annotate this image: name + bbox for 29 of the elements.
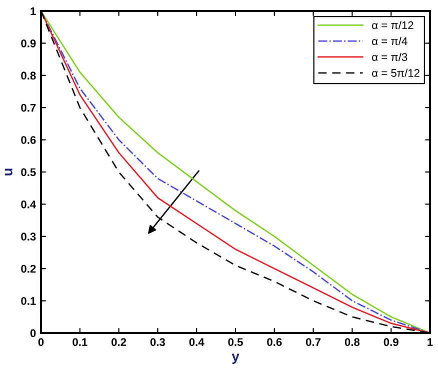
y-tick-label: 0.3 <box>21 232 36 241</box>
y-axis-title: u <box>4 168 12 176</box>
x-tick-label: 0.4 <box>189 338 204 346</box>
legend-label: α = π/4 <box>372 36 408 46</box>
x-tick-label: 0.8 <box>344 338 360 346</box>
x-tick-label: 0.3 <box>150 338 166 346</box>
y-tick-label: 0.6 <box>21 136 36 144</box>
y-tick-label: 0.2 <box>21 264 36 273</box>
y-tick-label: 0 <box>30 329 36 338</box>
x-tick-label: 0.6 <box>267 338 282 346</box>
x-axis-title: y <box>232 354 240 364</box>
legend-label: α = 5π/12 <box>372 68 420 77</box>
y-tick-label: 0.5 <box>21 168 36 176</box>
y-tick-label: 0.9 <box>21 39 36 48</box>
x-tick-label: 0 <box>38 338 44 346</box>
x-tick-label: 0.9 <box>384 338 398 346</box>
y-tick-label: 0.1 <box>21 297 36 305</box>
x-tick-label: 0.5 <box>228 338 243 346</box>
y-tick-label: 0.8 <box>21 72 36 80</box>
legend-label: α = π/3 <box>372 52 408 61</box>
x-tick-label: 0.2 <box>112 338 126 346</box>
y-tick-label: 1 <box>30 7 36 16</box>
x-tick-label: 0.1 <box>72 338 88 346</box>
x-tick-label: 1 <box>428 338 433 346</box>
x-tick-label: 0.7 <box>306 338 321 346</box>
y-tick-label: 0.7 <box>21 104 36 112</box>
line-series <box>41 11 430 333</box>
legend-label: α = π/12 <box>372 21 414 30</box>
y-tick-label: 0.4 <box>21 200 36 208</box>
